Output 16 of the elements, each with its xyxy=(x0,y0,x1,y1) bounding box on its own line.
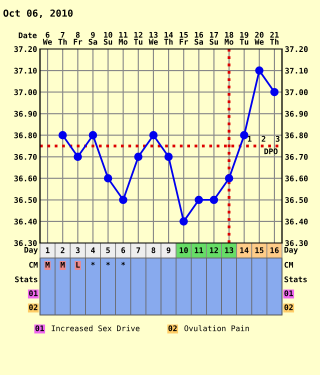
point xyxy=(240,131,248,140)
point xyxy=(164,152,173,161)
point xyxy=(74,152,82,161)
point xyxy=(58,131,67,140)
point xyxy=(194,196,203,204)
point xyxy=(149,131,158,140)
point xyxy=(210,196,218,204)
point xyxy=(104,174,112,182)
point xyxy=(119,196,128,204)
point xyxy=(270,88,279,96)
chart-title: Oct 06, 2010 xyxy=(3,9,73,18)
point xyxy=(134,152,142,161)
point xyxy=(88,131,98,140)
point xyxy=(255,66,264,75)
point xyxy=(224,174,234,182)
point xyxy=(180,217,188,226)
